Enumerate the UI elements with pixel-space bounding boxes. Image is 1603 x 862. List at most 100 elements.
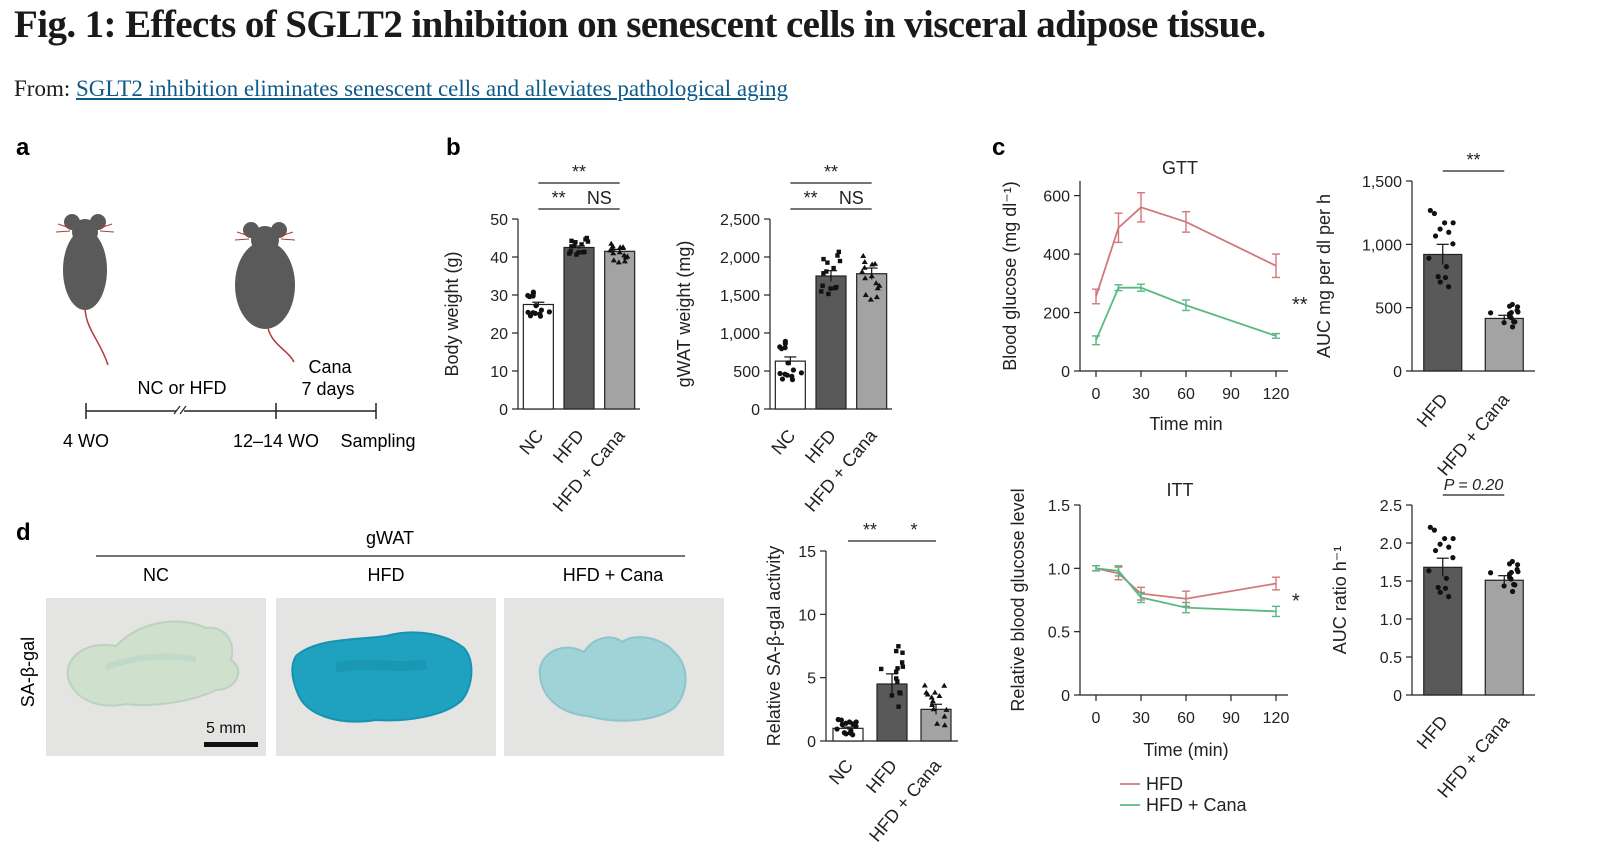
c-gtt-x-axis-title: Time min (1149, 414, 1222, 434)
c-itt-auc-point (1435, 584, 1441, 591)
c-gtt-auc-point (1446, 284, 1452, 290)
b-gwat-weight-point (868, 273, 875, 279)
c-itt-sig-annotation: * (1292, 590, 1300, 612)
c-gtt-auc-point (1443, 264, 1450, 270)
c-gtt-auc-point (1446, 229, 1452, 235)
b-gwat-weight-point (862, 275, 869, 281)
panel-letter-a: a (16, 134, 30, 161)
c-gtt-xtick-label: 90 (1222, 386, 1240, 403)
c-itt-auc-bar (1423, 566, 1463, 696)
b-body-weight-point (621, 252, 628, 258)
c-gtt-xtick-label: 120 (1263, 386, 1290, 403)
b-body-weight-category-label: HFD (549, 426, 588, 467)
d-sa-bgal-point (941, 682, 948, 688)
c-gtt-auc-ytick-label: 0 (1393, 364, 1402, 381)
b-gwat-weight-point (820, 283, 825, 288)
c-itt-auc-point (1437, 541, 1443, 547)
d-sa-bgal-point (894, 648, 899, 654)
b-body-weight-bar (522, 303, 554, 410)
c-itt-auc-bar (1484, 579, 1524, 696)
c-gtt-auc-ytick-label: 500 (1375, 301, 1402, 318)
c-itt-auc-point (1427, 524, 1433, 530)
b-gwat-weight-point (876, 282, 883, 288)
b-body-weight-point (530, 293, 536, 299)
b-gwat-weight-point (825, 260, 830, 265)
b-gwat-weight-point (861, 264, 868, 270)
d-sa-bgal-point (929, 702, 936, 708)
c-gtt-ytick-label: 200 (1043, 306, 1070, 323)
b-body-weight-point (579, 242, 584, 247)
c-gtt-auc-bar (1484, 317, 1524, 372)
d-sa-bgal-sig-label: ** (863, 520, 877, 540)
b-gwat-weight-point (821, 256, 826, 262)
tick-label-4wo: 4 WO (63, 431, 109, 451)
b-gwat-weight-ytick-label: 500 (733, 364, 760, 381)
c-itt-auc-point (1426, 568, 1432, 574)
b-body-weight-point (610, 250, 617, 256)
b-gwat-weight-point (837, 258, 843, 264)
b-body-weight-point (615, 259, 622, 265)
d-sa-bgal-point (835, 716, 841, 723)
c-gtt-auc-point (1426, 255, 1432, 261)
d-sa-bgal-point (879, 666, 884, 672)
b-body-weight-ytick-label: 40 (490, 250, 508, 267)
article-link[interactable]: SGLT2 inhibition eliminates senescent ce… (75, 76, 788, 101)
d-sa-bgal-sig-label: * (910, 520, 917, 540)
c-itt-auc-point (1506, 574, 1513, 581)
b-gwat-weight-point (777, 370, 783, 377)
scale-bar-label: 5 mm (206, 720, 246, 737)
d-sa-bgal-point (924, 691, 931, 697)
b-body-weight-ytick-label: 0 (499, 402, 508, 419)
d-sa-bgal-point (941, 713, 948, 719)
panel-letter-c: c (992, 134, 1005, 161)
b-gwat-weight-point (836, 249, 841, 255)
b-body-weight-point (607, 247, 614, 253)
c-gtt-ytick-label: 600 (1043, 189, 1070, 206)
b-body-weight-ytick-label: 30 (490, 288, 508, 305)
b-body-weight-sig-label: ** (552, 188, 566, 208)
c-gtt-auc-category-label: HFD (1413, 390, 1452, 431)
panel-letter-b: b (446, 134, 461, 161)
c-gtt-series-line (1095, 286, 1277, 341)
c-itt-auc-point (1443, 575, 1450, 581)
c-gtt-auc-point (1442, 274, 1449, 281)
b-gwat-weight-point (862, 291, 869, 297)
b-body-weight-point (580, 250, 586, 255)
c-itt-auc-y-axis-title: AUC ratio h⁻¹ (1330, 546, 1350, 655)
c-itt-auc-point (1450, 555, 1456, 561)
c-itt-x-axis-title: Time (min) (1143, 740, 1228, 760)
c-itt-auc-ytick-label: 1.5 (1380, 574, 1402, 591)
b-gwat-weight-point (867, 296, 874, 302)
b-body-weight-ytick-label: 10 (490, 364, 508, 381)
col-label-nc: NC (143, 565, 169, 585)
b-body-weight-bar (563, 246, 595, 410)
b-gwat-weight-point (832, 285, 838, 291)
c-itt-auc-ytick-label: 2.5 (1380, 498, 1402, 515)
c-itt-xtick-label: 0 (1092, 710, 1101, 727)
d-sa-bgal-point (941, 722, 948, 728)
label-7days: 7 days (301, 379, 354, 399)
c-gtt-auc-point (1508, 310, 1514, 316)
b-gwat-weight-point (835, 253, 840, 258)
b-gwat-weight-point (872, 260, 879, 266)
d-sa-bgal-point (895, 666, 900, 671)
c-itt-auc-ytick-label: 0 (1393, 688, 1402, 705)
c-itt-xtick-label: 120 (1263, 710, 1290, 727)
label-cana: Cana (308, 357, 352, 377)
b-body-weight-point (610, 257, 617, 263)
c-itt-auc-sig-label: P = 0.20 (1444, 477, 1504, 494)
b-body-weight-point (530, 289, 536, 295)
b-gwat-weight-point (782, 371, 788, 377)
b-gwat-weight-point (789, 377, 796, 383)
d-sa-bgal-ytick-label: 5 (807, 671, 816, 688)
c-itt-auc-point (1442, 535, 1448, 542)
c-gtt-xtick-label: 0 (1092, 386, 1101, 403)
c-gtt-auc-y-axis-title: AUC mg per dl per h (1314, 194, 1334, 358)
c-itt-ytick-label: 1.0 (1048, 561, 1070, 578)
c-itt-xtick-label: 30 (1132, 710, 1150, 727)
c-gtt-auc-point (1437, 279, 1443, 285)
d-sa-bgal-point (893, 669, 899, 674)
photo-hfd (276, 598, 496, 756)
b-gwat-weight-bar (815, 275, 847, 410)
d-sa-bgal-point (934, 720, 941, 726)
